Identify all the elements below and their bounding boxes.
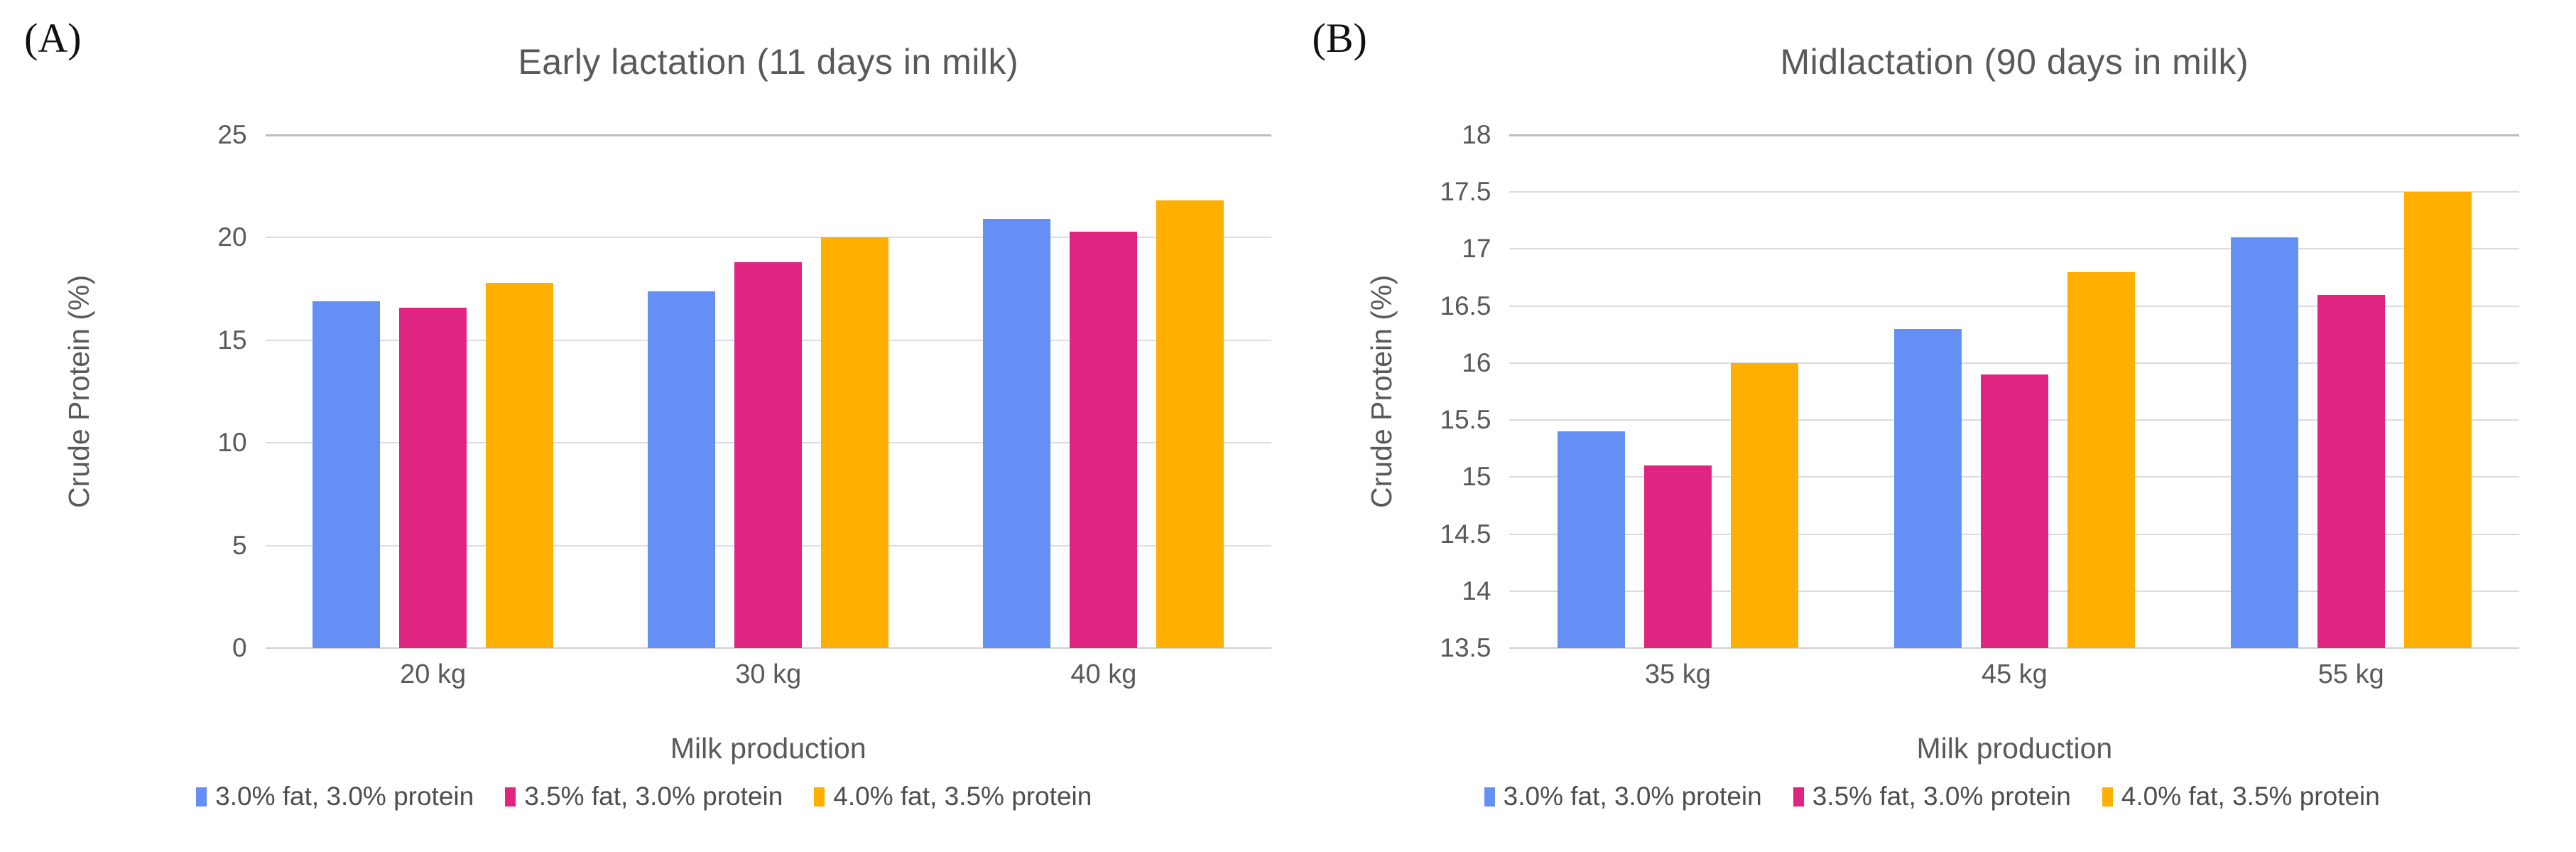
- bar-40-kg-4-0-fat-3-5-protein: [1156, 200, 1224, 648]
- panel-early-lactation: (A) Early lactation (11 days in milk) Cr…: [0, 15, 1288, 811]
- y-tick-label-15: 15: [217, 325, 247, 355]
- gridline-20: [265, 237, 1271, 239]
- bar-55-kg-4-0-fat-3-5-protein: [2403, 192, 2472, 648]
- y-tick-label-10: 10: [217, 428, 247, 458]
- panel-midlactation: (B) Midlactation (90 days in milk) Crude…: [1288, 0, 2576, 852]
- legend-item: 3.0% fat, 3.0% protein: [196, 782, 474, 811]
- bar-45-kg-4-0-fat-3-5-protein: [2067, 271, 2135, 648]
- bar-55-kg-3-5-fat-3-0-protein: [2317, 294, 2385, 648]
- legend-swatch-icon: [1484, 787, 1495, 807]
- y-tick-label-15.5: 15.5: [1440, 405, 1491, 435]
- legend-label: 4.0% fat, 3.5% protein: [2121, 782, 2380, 811]
- bar-groups: [266, 135, 1271, 648]
- bar-40-kg-3-5-fat-3-0-protein: [1070, 231, 1138, 648]
- y-tick-label-25: 25: [217, 120, 247, 149]
- legend-swatch-icon: [2102, 787, 2113, 807]
- legend-item: 4.0% fat, 3.5% protein: [814, 782, 1092, 811]
- y-tick-label-18: 18: [1462, 120, 1491, 149]
- y-tick-label-14.5: 14.5: [1440, 519, 1491, 549]
- legend-label: 3.5% fat, 3.0% protein: [1812, 782, 2071, 811]
- legend-swatch-icon: [814, 787, 825, 807]
- chart-title-midlactation: Midlactation (90 days in milk): [1780, 42, 2249, 82]
- bar-45-kg-3-0-fat-3-0-protein: [1893, 328, 1962, 648]
- bar-groups: [1509, 135, 2519, 648]
- gridline-0: [265, 647, 1271, 649]
- y-tick-label-20: 20: [217, 222, 247, 252]
- bar-group-45-kg: [1846, 135, 2183, 648]
- gridline-17: [1509, 248, 2520, 250]
- bar-group-30-kg: [601, 135, 936, 648]
- legend-item: 3.0% fat, 3.0% protein: [1484, 782, 1762, 811]
- bar-35-kg-4-0-fat-3-5-protein: [1730, 362, 1798, 648]
- x-category-label-20-kg: 20 kg: [400, 659, 467, 689]
- y-tick-label-16: 16: [1462, 347, 1491, 377]
- x-axis-category-labels: 35 kg 45 kg 55 kg: [1509, 659, 2519, 690]
- bar-40-kg-3-0-fat-3-0-protein: [983, 219, 1051, 648]
- x-category-label-45-kg: 45 kg: [1981, 659, 2048, 689]
- gridline-16: [1509, 362, 2520, 364]
- gridline-25: [265, 134, 1271, 136]
- gridline-16.5: [1509, 305, 2520, 307]
- gridline-17.5: [1509, 191, 2520, 193]
- y-tick-label-17: 17: [1462, 234, 1491, 264]
- y-tick-label-16.5: 16.5: [1440, 291, 1491, 320]
- bar-20-kg-3-5-fat-3-0-protein: [399, 307, 467, 648]
- bar-20-kg-3-0-fat-3-0-protein: [313, 301, 381, 648]
- x-axis-category-labels: 20 kg 30 kg 40 kg: [266, 659, 1271, 690]
- y-tick-label-5: 5: [232, 530, 247, 560]
- bar-group-35-kg: [1509, 135, 1846, 648]
- legend-label: 3.0% fat, 3.0% protein: [215, 782, 474, 811]
- y-tick-label-15: 15: [1462, 462, 1491, 492]
- bar-group-40-kg: [936, 135, 1271, 648]
- legend-swatch-icon: [196, 787, 207, 807]
- legend-label: 3.0% fat, 3.0% protein: [1503, 782, 1762, 811]
- legend-item: 3.5% fat, 3.0% protein: [1793, 782, 2071, 811]
- plot-area: [1509, 134, 2520, 649]
- plot-area: [265, 134, 1271, 649]
- panel-label-a: (A): [24, 15, 82, 61]
- legend: 3.0% fat, 3.0% protein 3.5% fat, 3.0% pro…: [0, 782, 1288, 811]
- legend-label: 3.5% fat, 3.0% protein: [524, 782, 783, 811]
- gridline-18: [1509, 134, 2520, 136]
- bar-45-kg-3-5-fat-3-0-protein: [1980, 374, 2048, 648]
- x-category-label-30-kg: 30 kg: [735, 659, 802, 689]
- bar-30-kg-4-0-fat-3-5-protein: [821, 237, 889, 648]
- legend-swatch-icon: [1793, 787, 1804, 807]
- legend: 3.0% fat, 3.0% protein 3.5% fat, 3.0% pro…: [1288, 782, 2576, 811]
- bar-group-20-kg: [266, 135, 601, 648]
- legend-item: 3.5% fat, 3.0% protein: [505, 782, 783, 811]
- x-axis-title: Milk production: [1916, 732, 2113, 765]
- x-category-label-40-kg: 40 kg: [1070, 659, 1137, 689]
- bar-35-kg-3-0-fat-3-0-protein: [1557, 431, 1625, 648]
- bar-30-kg-3-5-fat-3-0-protein: [734, 262, 803, 648]
- y-axis-tick-labels: 25 20 15 10 5 0: [0, 120, 266, 662]
- bar-20-kg-4-0-fat-3-5-protein: [486, 282, 554, 648]
- y-tick-label-14: 14: [1462, 576, 1491, 605]
- x-category-label-55-kg: 55 kg: [2317, 659, 2384, 689]
- bar-55-kg-3-0-fat-3-0-protein: [2230, 237, 2298, 648]
- y-tick-label-17.5: 17.5: [1440, 177, 1491, 207]
- gridline-13.5: [1509, 647, 2520, 649]
- bar-35-kg-3-5-fat-3-0-protein: [1643, 465, 1712, 648]
- bar-group-55-kg: [2183, 135, 2519, 648]
- legend-item: 4.0% fat, 3.5% protein: [2102, 782, 2380, 811]
- x-axis-title: Milk production: [670, 732, 866, 765]
- x-category-label-35-kg: 35 kg: [1644, 659, 1711, 689]
- legend-label: 4.0% fat, 3.5% protein: [833, 782, 1092, 811]
- panel-label-b: (B): [1312, 15, 1367, 61]
- bar-30-kg-3-0-fat-3-0-protein: [648, 291, 716, 648]
- chart-title-early-lactation: Early lactation (11 days in milk): [518, 42, 1019, 82]
- legend-swatch-icon: [505, 787, 516, 807]
- y-tick-label-13.5: 13.5: [1440, 633, 1491, 662]
- y-tick-label-0: 0: [232, 633, 247, 662]
- y-axis-tick-labels: 18 17.5 17 16.5 16 15.5 15 14.5 14 13.5: [1288, 120, 1510, 662]
